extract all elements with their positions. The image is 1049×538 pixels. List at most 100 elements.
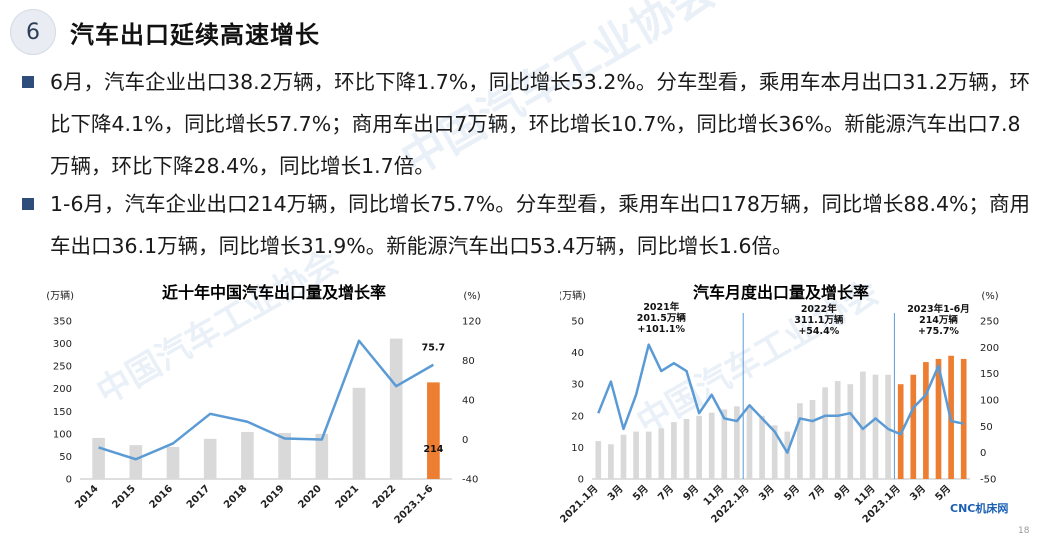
- bar: [834, 381, 841, 479]
- bar: [166, 446, 180, 479]
- bar: [923, 362, 929, 479]
- x-axis-tick: 2014: [73, 483, 100, 510]
- right-axis-tick: 0: [980, 448, 986, 459]
- x-axis-tick: 9月: [681, 483, 701, 503]
- bar: [671, 422, 677, 479]
- bar: [683, 418, 690, 479]
- x-axis-tick: 3月: [756, 483, 776, 503]
- right-axis-unit: (%): [981, 291, 998, 302]
- annual-export-chart: 近十年中国汽车出口量及增长率 (万辆) (%) 0 50 100 150 200 250 300 3…: [34, 272, 488, 534]
- bar: [645, 431, 652, 479]
- left-axis-tick: 300: [53, 339, 72, 350]
- bar: [278, 432, 291, 479]
- right-axis-tick: 50: [980, 422, 993, 433]
- chart-title: 汽车月度出口量及增长率: [693, 283, 869, 302]
- year-summary-label: 2023年1-6月: [907, 303, 970, 315]
- x-axis-tick: 2022: [371, 483, 398, 510]
- source-label: CNC机床网: [950, 502, 1009, 515]
- bar: [315, 433, 329, 479]
- bar: [746, 406, 753, 479]
- right-axis-tick: 200: [980, 343, 999, 354]
- left-axis-tick: 250: [53, 362, 72, 373]
- right-axis-tick: -50: [980, 475, 996, 486]
- x-axis-tick: 2021.1月: [560, 483, 600, 526]
- x-axis-tick: 2015: [110, 483, 137, 510]
- bullet-paragraph-h1: 1-6月，汽车企业出口214万辆，同比增长75.7%。分车型看，乘用车出口178…: [22, 183, 1034, 267]
- bar: [771, 425, 778, 479]
- bar: [734, 406, 740, 479]
- bar: [352, 387, 366, 479]
- bar: [935, 358, 942, 479]
- bar: [885, 374, 891, 479]
- year-summary-label: +75.7%: [918, 326, 959, 337]
- bar: [910, 374, 917, 479]
- left-axis-tick: 100: [53, 429, 72, 440]
- bar: [633, 431, 639, 479]
- bar: [860, 371, 866, 479]
- growth-rate-line: [597, 343, 964, 454]
- year-summary-label: 311.1万辆: [794, 314, 844, 326]
- left-axis-tick: 30: [571, 380, 584, 391]
- year-summary-label: 2021年: [643, 301, 679, 313]
- left-axis-tick: 50: [571, 317, 584, 328]
- bar: [797, 403, 803, 479]
- x-axis-tick: 5月: [630, 483, 650, 503]
- growth-rate-line: [98, 339, 435, 461]
- year-summary-label: 2022年: [801, 303, 837, 315]
- x-axis-tick: 2021: [334, 483, 361, 510]
- x-axis-tick: 3月: [605, 483, 625, 503]
- x-axis-tick: 9月: [832, 483, 852, 503]
- bar: [960, 358, 967, 479]
- page-number: 18: [1018, 526, 1030, 536]
- right-axis-tick: -40: [462, 475, 478, 486]
- bar: [595, 441, 602, 479]
- bar: [620, 434, 627, 479]
- chart-title: 近十年中国汽车出口量及增长率: [162, 283, 386, 302]
- right-axis-tick: 100: [980, 396, 999, 407]
- slide-title: 汽车出口延续高速增长: [70, 20, 320, 49]
- bullet-square-icon: [22, 198, 34, 210]
- annual-export-chart-svg: 近十年中国汽车出口量及增长率 (万辆) (%) 0 50 100 150 200 250 300 3…: [46, 283, 481, 526]
- left-axis-tick: 20: [571, 411, 584, 422]
- left-axis-tick: 0: [66, 475, 72, 486]
- year-summary-label: 201.5万辆: [637, 312, 687, 324]
- right-axis-tick: 0: [462, 435, 468, 446]
- year-summary-label: +54.4%: [798, 326, 839, 337]
- bar: [822, 387, 828, 479]
- bar: [847, 384, 854, 479]
- left-axis-tick: 0: [578, 475, 584, 486]
- left-axis-tick: 350: [53, 317, 72, 328]
- year-summary-label: 214万辆: [919, 314, 958, 326]
- left-axis-tick: 200: [53, 384, 72, 395]
- left-axis-tick: 40: [571, 348, 584, 359]
- x-axis-tick: 2020: [296, 483, 323, 510]
- bullet-square-icon: [22, 76, 34, 88]
- bar: [389, 338, 403, 479]
- right-axis-tick: 120: [462, 317, 481, 328]
- bar: [759, 415, 765, 479]
- x-axis-tick: 2017: [185, 483, 212, 510]
- bar: [241, 432, 254, 479]
- bar: [427, 382, 440, 479]
- left-axis-unit: (万辆): [46, 289, 74, 302]
- monthly-export-chart: 汽车月度出口量及增长率 (万辆) (%) 0 10 20 30 40 50 -50 0 50 100 15…: [558, 272, 1030, 534]
- left-axis-unit: (万辆): [560, 289, 586, 302]
- x-axis-tick: 2023.1-6: [393, 483, 436, 526]
- bar-data-label: 214: [423, 444, 443, 455]
- year-summary-label: +101.1%: [638, 324, 686, 335]
- bar: [696, 415, 702, 479]
- x-axis-tick: 2016: [148, 483, 175, 510]
- bar: [721, 409, 728, 479]
- left-axis-tick: 150: [53, 407, 72, 418]
- monthly-export-chart-svg: 汽车月度出口量及增长率 (万辆) (%) 0 10 20 30 40 50 -50 0 50 100 15…: [558, 283, 1000, 526]
- bar: [784, 431, 791, 479]
- bar: [809, 400, 816, 479]
- x-axis-tick: 5月: [782, 483, 802, 503]
- line-data-label: 75.7: [422, 343, 445, 354]
- section-number-badge: 6: [10, 9, 56, 55]
- x-axis-tick: 2018: [222, 483, 249, 510]
- right-axis-tick: 150: [980, 369, 999, 380]
- left-axis-tick: 10: [571, 443, 584, 454]
- right-axis-unit: (%): [463, 291, 480, 302]
- right-axis-tick: 250: [980, 317, 999, 328]
